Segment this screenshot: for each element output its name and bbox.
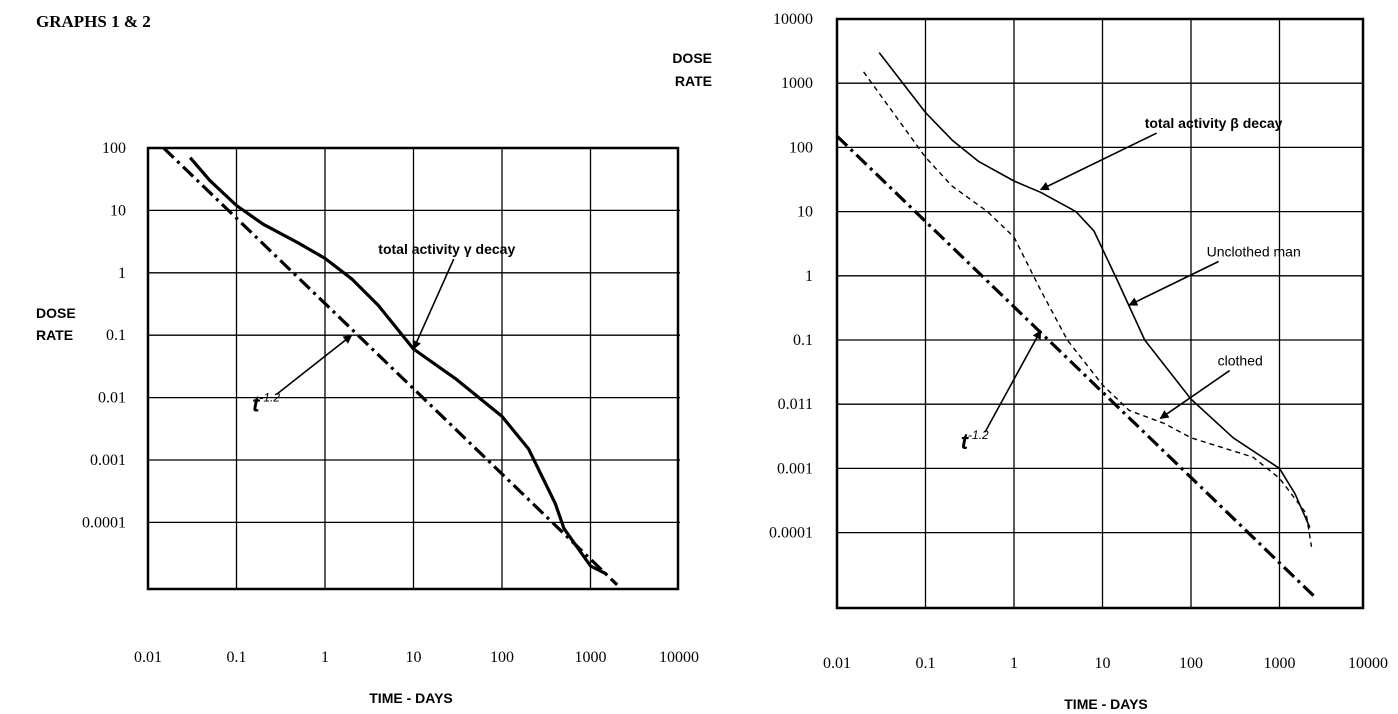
- chart-1-x-tick-label: 1: [321, 649, 329, 666]
- chart-2-annotations: total activity β decay Unclothed man cloth…: [961, 115, 1301, 454]
- chart-2-series: [835, 52, 1316, 598]
- chart-2-annotation-t: t-1.2: [961, 428, 989, 454]
- page-title: GRAPHS 1 & 2: [36, 12, 151, 31]
- chart-2-x-tick-labels: 0.01 0.1 1 10 100 1000 10000: [823, 655, 1388, 672]
- chart-1-x-tick-labels: 0.01 0.1 1 10 100 1000 10000: [134, 649, 699, 666]
- chart-2-series-clothed: [863, 71, 1313, 547]
- chart-1-annotation-arrow: [275, 334, 353, 396]
- chart-2-y-tick-label: 0.011: [778, 396, 813, 413]
- chart-2-annotation-exponent: -1.2: [968, 428, 989, 442]
- chart-1-x-tick-label: 0.1: [227, 649, 247, 666]
- chart-1-series: [162, 146, 619, 586]
- chart-2-annotation-unclothed-man: Unclothed man: [1207, 243, 1301, 259]
- chart-2-series-unclothed-man: [878, 52, 1311, 528]
- chart-1-y-tick-label: 0.001: [90, 452, 126, 469]
- chart-1-x-tick-label: 10: [406, 649, 422, 666]
- chart-2-x-tick-label: 0.1: [916, 655, 936, 672]
- chart-2-y-tick-label: 0.001: [777, 460, 813, 477]
- chart-1-y-axis-label-line1: DOSE: [36, 305, 76, 321]
- chart-2-annotation-clothed: clothed: [1218, 353, 1263, 369]
- chart-2-annotation-arrow: [984, 329, 1042, 433]
- chart-1-plot-frame: [146, 146, 680, 591]
- chart-1-x-axis-label: TIME - DAYS: [369, 690, 453, 706]
- chart-2-annotation-arrow: [1159, 369, 1231, 420]
- chart-2-y-tick-label: 0.0001: [769, 525, 813, 542]
- chart-2-x-tick-label: 10000: [1348, 655, 1388, 672]
- chart-2-gridlines: [837, 19, 1363, 608]
- chart-2-annotation-arrow: [1039, 132, 1158, 191]
- chart-1-y-tick-label: 0.01: [98, 390, 126, 407]
- chart-2-y-tick-label: 10: [797, 204, 813, 221]
- chart-2-y-tick-label: 1000: [781, 75, 813, 92]
- chart-2-x-tick-label: 0.01: [823, 655, 851, 672]
- chart-1-y-tick-label: 100: [102, 140, 126, 157]
- chart-1-y-tick-labels: 100 10 1 0.1 0.01 0.001 0.0001: [82, 140, 126, 531]
- chart-1-y-tick-label: 1: [118, 265, 126, 282]
- chart-2-x-axis-label: TIME - DAYS: [1064, 696, 1148, 712]
- chart-2-y-tick-label: 10000: [773, 11, 813, 28]
- chart-2-plot-frame: [835, 17, 1365, 610]
- chart-2-x-tick-label: 1: [1010, 655, 1018, 672]
- chart-1-annotation-exponent: -1.2: [259, 390, 280, 404]
- chart-2-series-dash-dot: [835, 134, 1316, 598]
- chart-1-annotations: total activity γ decay t-1.2: [252, 241, 515, 416]
- chart-1-x-tick-label: 1000: [575, 649, 607, 666]
- chart-2-annotation-total-activity-decay: total activity β decay: [1145, 115, 1283, 131]
- chart-2-y-tick-labels: 10000 1000 100 10 1 0.1 0.011 0.001 0.0001: [769, 11, 813, 542]
- chart-2-y-axis-label-line2: RATE: [675, 73, 712, 89]
- chart-2-x-tick-label: 10: [1095, 655, 1111, 672]
- chart-2-x-tick-label: 100: [1179, 655, 1203, 672]
- chart-1-y-tick-label: 0.0001: [82, 514, 126, 531]
- chart-1-y-axis-label-line2: RATE: [36, 327, 73, 343]
- chart-2-y-axis-label-line1: DOSE: [672, 50, 712, 66]
- chart-1-x-tick-label: 0.01: [134, 649, 162, 666]
- chart-1-y-tick-label: 10: [110, 202, 126, 219]
- chart-1-x-tick-label: 10000: [659, 649, 699, 666]
- chart-1-annotation-total-activity-decay: total activity γ decay: [378, 241, 515, 257]
- chart-1-annotation-arrow: [412, 258, 455, 350]
- chart-1-annotation-t: t-1.2: [252, 390, 280, 416]
- chart-1-y-tick-label: 0.1: [106, 327, 126, 344]
- chart-2-y-tick-label: 100: [789, 139, 813, 156]
- chart-2-y-tick-label: 1: [805, 268, 813, 285]
- chart-1-gridlines: [148, 148, 680, 589]
- chart-2-annotation-arrow: [1128, 260, 1219, 306]
- chart-1-x-tick-label: 100: [490, 649, 514, 666]
- chart-2-y-tick-label: 0.1: [793, 332, 813, 349]
- chart-1-series-solid-thick: [188, 156, 607, 576]
- chart-2-x-tick-label: 1000: [1264, 655, 1296, 672]
- chart-1-series-dash-dot: [162, 146, 619, 586]
